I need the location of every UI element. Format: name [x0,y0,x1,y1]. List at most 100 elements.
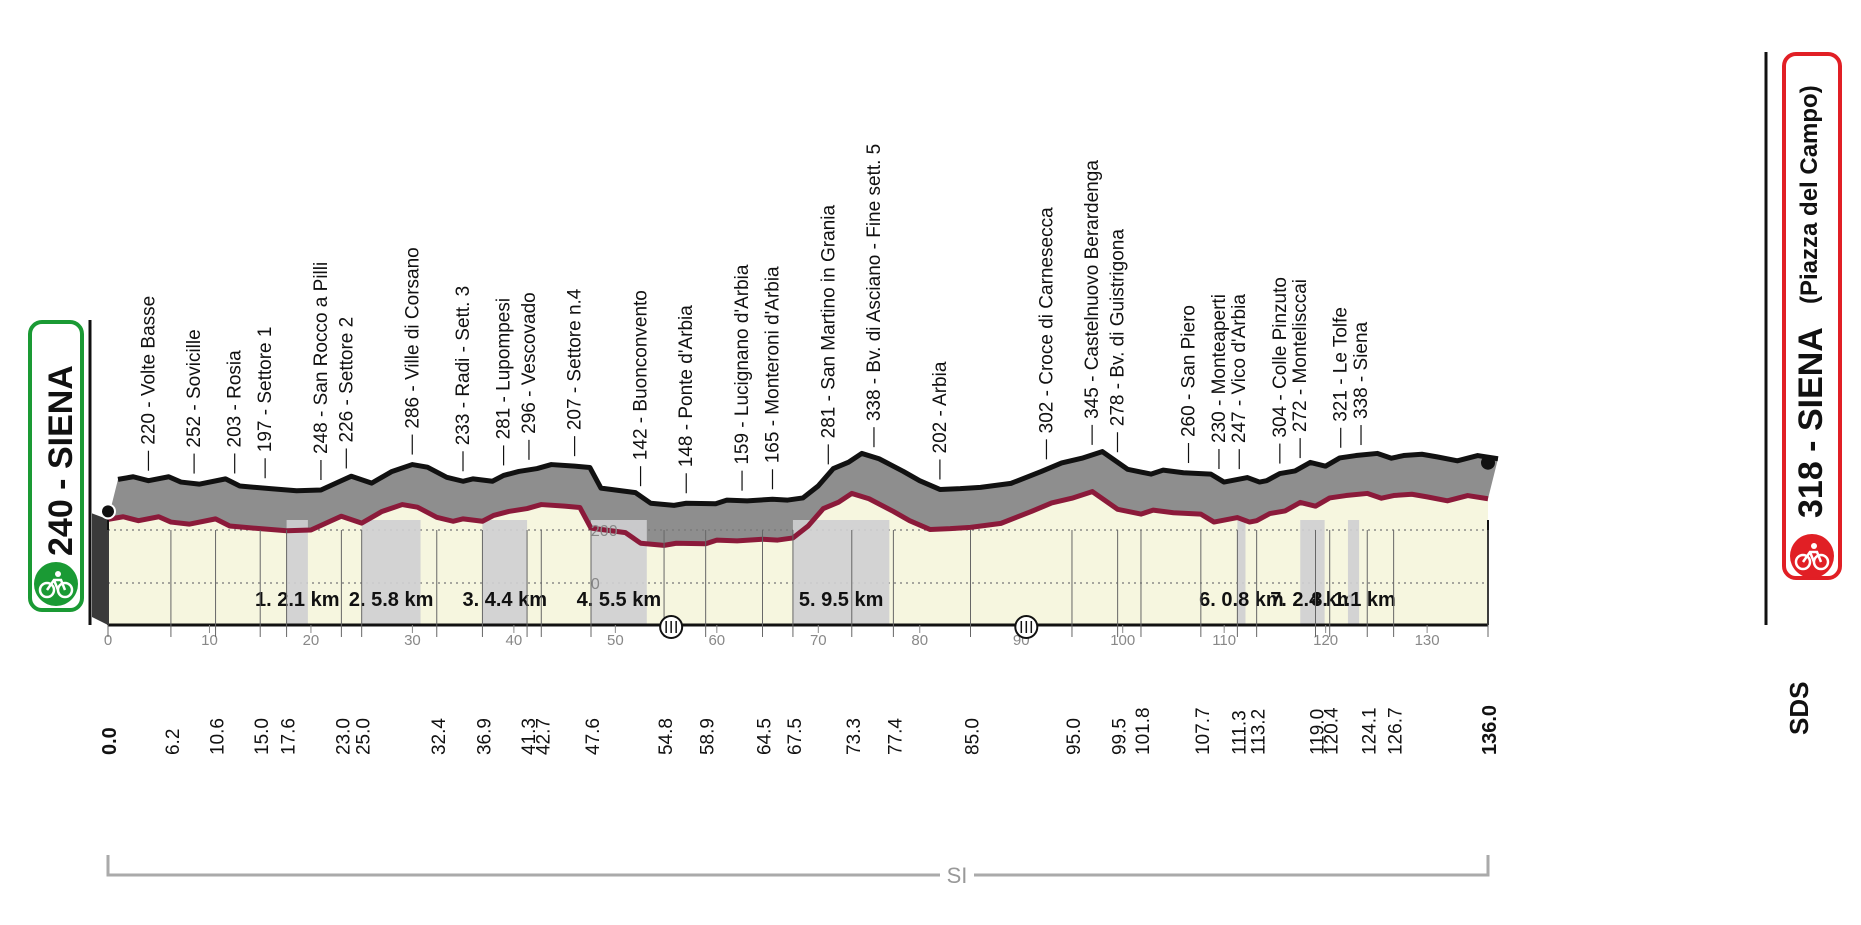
footer-bracket [106,855,1490,877]
km-marker-label: 54.8 [656,718,677,755]
km-marker-label: 99.5 [1110,718,1131,755]
profile-elevation-line [107,489,1489,548]
place-label: 296 - Vescovado [519,292,540,434]
sector-band [286,520,308,625]
place-label: 281 - Lupompesi [494,298,515,440]
km-marker-label: 0.0 [99,727,121,755]
sector-label: 4. 5.5 km [577,589,662,611]
places-layer: 220 - Volte Basse 252 - Sovicille 203 - Ro… [138,144,1372,494]
profile-top-outline [117,449,1499,508]
place-label: 226 - Settore 2 [336,317,357,443]
km-marker-label: 64.5 [754,718,775,755]
x-tick-label: 40 [506,632,523,649]
x-tick-label: 110 [1212,632,1236,649]
sector-label: 5. 9.5 km [799,589,884,611]
place-label: 260 - San Piero [1179,305,1200,437]
km-marker-label: 32.4 [429,718,450,755]
km-marker-label: 136.0 [1479,705,1501,755]
place-label: 272 - Montelisccai [1290,279,1311,432]
place-label: 203 - Rosia [225,350,246,448]
km-marker-label: 41.3 [519,718,540,755]
km-marker-label: 77.4 [885,718,906,755]
km-marker-label: 42.7 [533,718,554,755]
x-tick-label: 20 [303,632,320,649]
x-tick-label: 120 [1313,632,1338,649]
finish-badge: 318 - SIENA (Piazza del Campo) [1782,52,1842,580]
km-marker-label: 120.4 [1322,707,1343,755]
km-marker-label: 25.0 [354,718,375,755]
sector-band [1300,520,1325,625]
place-label: 197 - Settore 1 [255,327,276,453]
place-label: 278 - Bv. di Guistrigona [1107,229,1128,427]
sector-label: 1. 2.1 km [255,589,340,611]
place-label: 159 - Lucignano d'Arbia [732,264,753,465]
x-tick-label: 60 [708,632,725,649]
feed-zone-icon-glyph [1020,621,1033,633]
x-tick-label: 100 [1110,632,1135,649]
km-marker-label: 67.5 [785,718,806,755]
km-marker-label: 73.3 [844,718,865,755]
place-label: 207 - Settore n.4 [565,288,586,430]
km-marker-label: 58.9 [698,718,719,755]
km-marker-label: 10.6 [208,718,229,755]
start-label: 240 - SIENA [42,365,80,556]
sector-label: 3. 4.4 km [462,589,547,611]
place-label: 247 - Vico d'Arbia [1229,294,1250,443]
x-tick-label: 70 [810,632,827,649]
start-point [100,503,116,520]
sector-band [482,520,528,625]
profile-side-face [92,513,108,625]
place-label: 148 - Ponte d'Arbia [676,305,697,467]
bike-icon [1790,534,1834,578]
km-marker-label: 111.3 [1229,710,1250,755]
km-marker-label: 101.8 [1133,707,1154,755]
place-label: 338 - Siena [1351,321,1372,419]
sector-label: 8. 1.1 km [1311,589,1396,611]
footer-label: SI [947,863,968,888]
place-label: 220 - Volte Basse [138,296,159,445]
km-marker-label: 124.1 [1359,707,1380,755]
place-label: 302 - Croce di Carnesecca [1036,207,1057,433]
place-label: 281 - San Martino in Grania [818,205,839,439]
finish-point [1481,455,1495,470]
footer-label-bg [940,862,974,888]
finish-sublabel: (Piazza del Campo) [1796,85,1823,304]
x-tick-label: 30 [404,632,421,649]
km-marker-label: 119.0 [1308,709,1329,755]
place-label: 202 - Arbia [930,361,951,453]
x-tick-label: 50 [607,632,624,649]
place-label: 230 - Monteaperti [1209,294,1230,443]
feed-zone-icon-glyph [665,621,677,633]
place-label: 252 - Sovicille [184,329,205,447]
sector-label: 2. 5.8 km [349,589,434,611]
km-marker-label: 47.6 [583,718,604,755]
place-label: 338 - Bv. di Asciano - Fine sett. 5 [864,144,885,421]
km-marker-label: 17.6 [279,718,300,755]
profile-layer [100,449,1499,548]
x-tick-label: 0 [104,632,112,649]
place-label: 304 - Colle Pinzuto [1270,277,1291,438]
sector-band [792,520,890,625]
place-label: 345 - Castelnuovo Berardenga [1082,160,1103,419]
place-label: 248 - San Rocco a Pilli [311,262,332,454]
km-marker-label: 113.2 [1249,709,1270,755]
elevation-tick-label: 200 [591,523,618,540]
place-label: 286 - Ville di Corsano [402,247,423,428]
place-label: 165 - Monteroni d'Arbia [762,266,783,463]
sector-label: 7. 2.4 km [1270,589,1355,611]
sector-label: 6. 0.8 km [1199,589,1284,611]
sector-band [1347,520,1360,625]
km-marker-label: 15.0 [252,718,273,755]
km-marker-label: 85.0 [963,718,984,755]
x-tick-label: 10 [201,632,218,649]
brand-logo: SDS [1784,682,1814,735]
km-marker-label: 36.9 [474,718,495,755]
sectors-layer: 1. 2.1 km 2. 5.8 km 3. 4.4 km 4. 5.5 km 5. 9… [255,520,1396,625]
bike-icon [34,562,78,606]
km-marker-label: 126.7 [1386,707,1407,755]
sector-band [591,520,647,625]
